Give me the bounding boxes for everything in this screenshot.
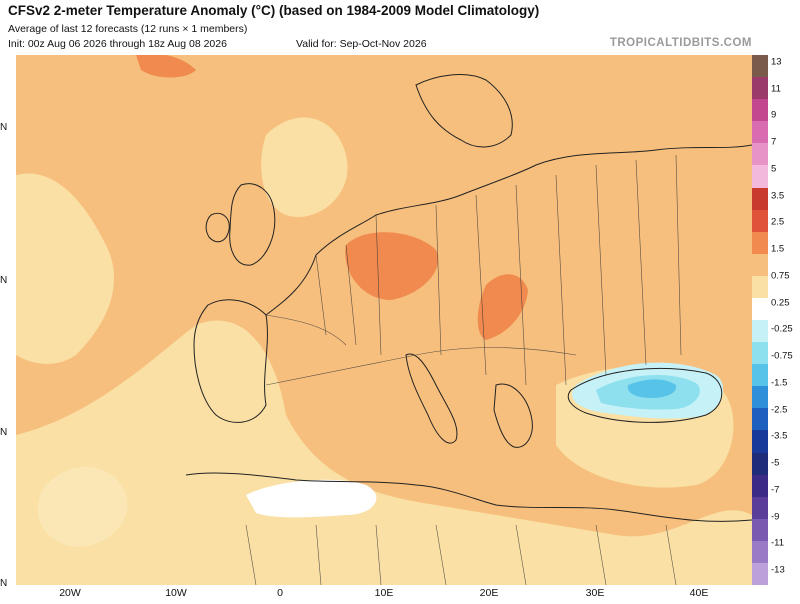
colorbar-segment [752,165,768,188]
brand-watermark: TROPICALTIDBITS.COM [609,37,752,49]
mild-anomaly-atlantic [16,173,115,364]
north-africa-coast [185,472,752,522]
lon-label-20w: 20W [59,587,81,599]
colorbar-segment [752,55,768,78]
lat-label-2: N [0,275,8,286]
colorbar-segment [752,187,768,211]
lat-label-1: N [0,122,8,133]
colorbar-segment [752,275,768,299]
colorbar-tick-label: -13 [771,564,785,576]
map-canvas [16,55,752,585]
colorbar-segment [752,77,768,100]
warm-anomaly-central-europe [345,232,439,300]
map-title: CFSv2 2-meter Temperature Anomaly (°C) (… [8,3,540,18]
colorbar-segment [752,342,768,365]
colorbar-tick-label: -0.75 [771,350,793,362]
colorbar-tick-label: -0.25 [771,323,793,335]
lon-label-20e: 20E [479,587,499,599]
britain-outline [229,183,276,266]
colorbar-segment [752,452,768,476]
lon-label-30e: 30E [585,587,605,599]
ireland-outline [205,212,230,243]
valid-period: Valid for: Sep-Oct-Nov 2026 [296,38,427,50]
lat-label-3: N [0,427,8,438]
colorbar-segment [752,121,768,144]
colorbar [752,55,768,586]
colorbar-segment [752,320,768,343]
colorbar-tick-label: 7 [771,136,777,148]
colorbar-segment [752,474,768,498]
country-borders [245,154,682,585]
warm-anomaly-north [136,55,196,78]
init-time: Init: 00z Aug 06 2026 through 18z Aug 08… [8,38,227,50]
colorbar-tick-label: -2.5 [771,404,788,416]
anomaly-map [16,55,752,585]
black-sea-outline [567,368,723,423]
lon-label-40e: 40E [689,587,709,599]
colorbar-segment [752,518,768,542]
mild-anomaly-north-atlantic [261,117,348,217]
colorbar-tick-label: 2.5 [771,216,785,228]
colorbar-tick-label: 5 [771,163,777,175]
colorbar-tick-label: 9 [771,109,777,121]
colorbar-tick-label: -5 [771,457,780,469]
lon-label-0: 0 [277,587,283,599]
colorbar-segment [752,253,768,277]
map-subtitle: Average of last 12 forecasts (12 runs × … [8,23,248,35]
colorbar-tick-label: -9 [771,511,780,523]
cool-anomaly-black-sea-core [627,379,677,398]
colorbar-tick-label: 0.75 [771,270,790,282]
colorbar-segment [752,540,768,564]
greece-outline [493,383,533,448]
colorbar-segment [752,209,768,233]
colorbar-segment [752,562,768,586]
scandinavia-outline [415,74,513,148]
colorbar-tick-label: 1.5 [771,243,785,255]
colorbar-segment [752,430,768,453]
colorbar-segment [752,364,768,387]
colorbar-segment [752,99,768,122]
mild-anomaly-west [37,466,128,547]
colorbar-segment [752,297,768,321]
colorbar-segment [752,386,768,409]
warm-anomaly-carpathians [477,274,528,340]
colorbar-tick-label: -1.5 [771,377,788,389]
colorbar-segment [752,231,768,255]
colorbar-tick-label: 13 [771,56,782,68]
colorbar-tick-label: -3.5 [771,430,788,442]
colorbar-segment [752,143,768,166]
colorbar-tick-label: 3.5 [771,190,785,202]
colorbar-tick-label: -11 [771,537,785,549]
colorbar-tick-label: 11 [771,83,781,95]
colorbar-tick-label: 0.25 [771,297,790,309]
neutral-anomaly-sahara [246,479,377,518]
colorbar-segment [752,408,768,431]
lon-label-10w: 10W [165,587,187,599]
lon-label-10e: 10E [374,587,394,599]
colorbar-tick-label: -7 [771,484,780,496]
lat-label-4: N [0,578,8,589]
colorbar-segment [752,496,768,520]
italy-outline [405,353,458,444]
iberia-outline [193,299,268,423]
